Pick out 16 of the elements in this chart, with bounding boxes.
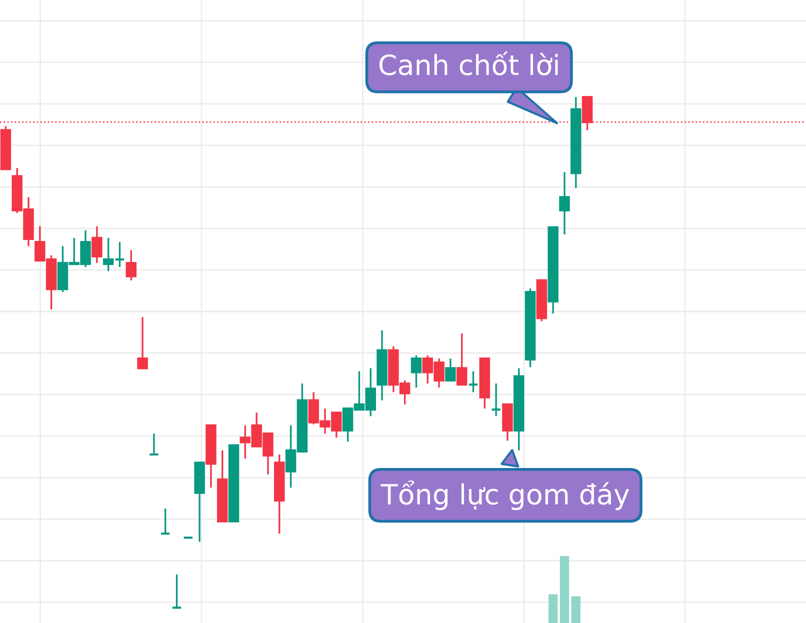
text: Canh chốt lời bbox=[379, 51, 558, 76]
candlestick bbox=[92, 225, 102, 264]
candlestick bbox=[137, 316, 148, 370]
candlestick bbox=[445, 358, 456, 382]
candlestick bbox=[468, 370, 479, 394]
candlestick bbox=[559, 171, 570, 236]
candlestick bbox=[171, 574, 182, 609]
candlestick bbox=[102, 237, 114, 272]
candlestick bbox=[160, 508, 171, 535]
candlestick bbox=[490, 382, 502, 418]
candlestick bbox=[148, 432, 160, 456]
candlestick bbox=[126, 249, 137, 282]
annotation: Tổng lực gom đáy bbox=[380, 480, 630, 510]
candlestick bbox=[410, 354, 422, 388]
candlestick bbox=[456, 332, 468, 386]
candlestick bbox=[114, 241, 126, 268]
